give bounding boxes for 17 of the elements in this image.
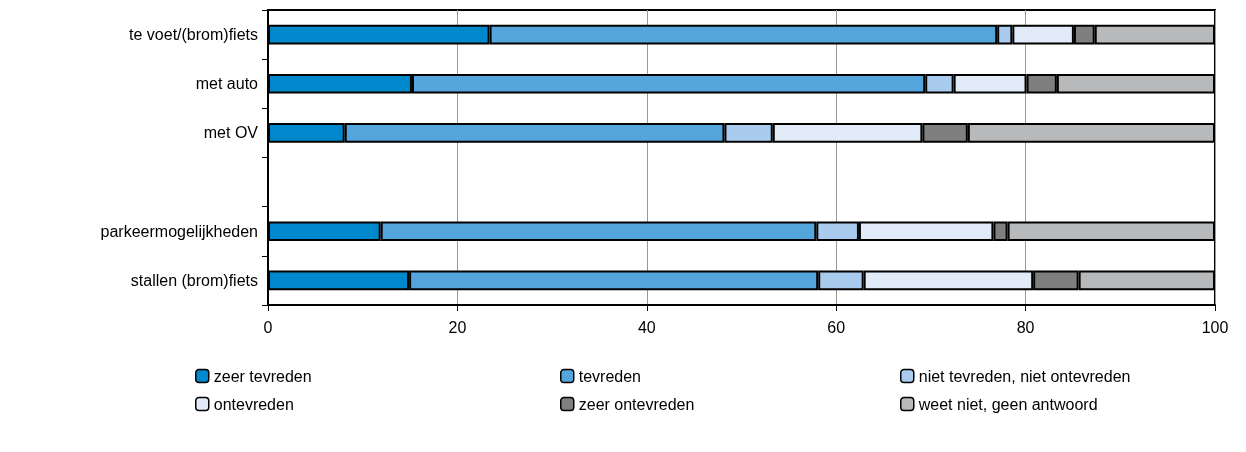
x-tick-label: 100 (1201, 318, 1229, 336)
y-tick-label: met OV (203, 124, 259, 142)
y-tick-label: met auto (195, 75, 259, 93)
y-tick-label: te voet/(brom)fiets (129, 26, 258, 44)
x-tick-label: 20 (448, 318, 467, 336)
legend-label: tevreden (578, 367, 642, 385)
y-tick-label: stallen (brom)fiets (130, 271, 258, 289)
legend-label: niet tevreden, niet ontevreden (918, 367, 1131, 385)
x-tick-label: 80 (1016, 318, 1035, 336)
x-tick-label: 0 (263, 318, 273, 336)
legend-label: zeer ontevreden (578, 395, 695, 413)
x-tick-label: 40 (637, 318, 656, 336)
legend-label: ontevreden (213, 395, 294, 413)
legend-label: weet niet, geen antwoord (917, 395, 1098, 413)
x-tick-label: 60 (827, 318, 846, 336)
y-tick-label: parkeermogelijkheden (100, 222, 258, 240)
legend-label: zeer tevreden (213, 367, 312, 385)
